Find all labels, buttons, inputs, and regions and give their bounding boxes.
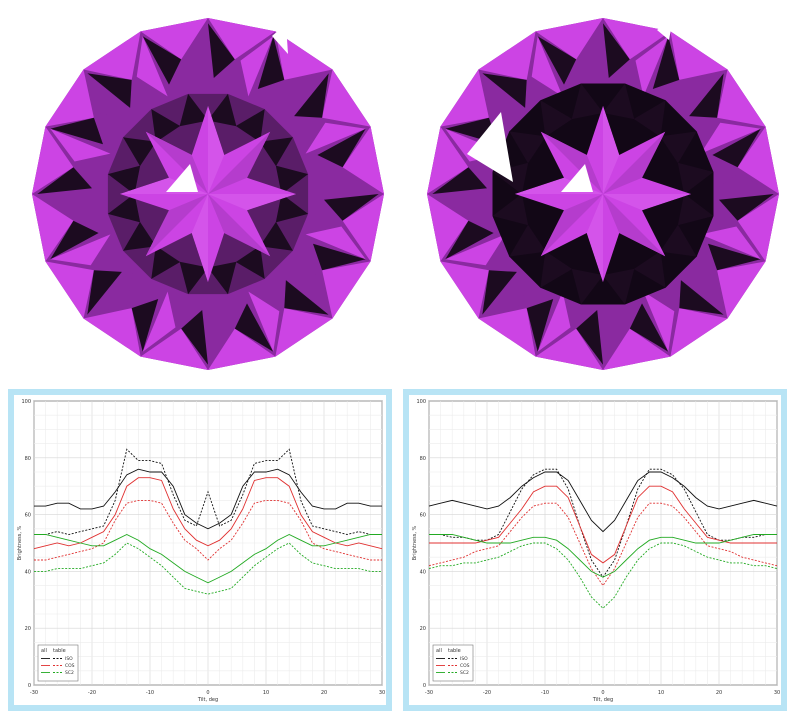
legend-header-all: all [41, 648, 47, 654]
x-tick-label: 30 [774, 690, 780, 696]
series-line-sc2-all [34, 533, 382, 584]
brightness-chart-left: -30 -20 -10 0 10 20 30 0 20 40 60 80 100 Tilt, deg Bri… [8, 389, 392, 711]
y-tick-label: 100 [416, 399, 426, 405]
y-tick-label: 20 [25, 626, 31, 632]
y-tick-label: 0 [28, 683, 31, 689]
x-axis-label: Tilt, deg [592, 697, 613, 703]
legend-header-all: all [436, 648, 442, 654]
x-tick-label: -30 [30, 690, 38, 696]
x-tick-label: 30 [379, 690, 385, 696]
y-tick-label: 100 [21, 399, 31, 405]
series-line-sc2-table [34, 542, 382, 595]
y-axis-label: Brightness, % [412, 525, 418, 560]
x-tick-label: -20 [483, 690, 491, 696]
legend-entry-sc2: SC2 [460, 670, 469, 676]
diamond-render-left-icon [32, 18, 384, 370]
legend-entry-cos: COS [460, 663, 470, 669]
series-line-iso-all [428, 471, 778, 533]
chart-left-plot: -30 -20 -10 0 10 20 30 0 20 40 60 80 100 Tilt, deg Bri… [17, 399, 385, 703]
legend-entry-iso: ISO [460, 656, 468, 662]
brightness-chart-right: -30 -20 -10 0 10 20 30 0 20 40 60 80 100 Tilt, deg Bri… [403, 389, 787, 711]
series-line-iso-table [34, 448, 382, 535]
x-tick-label: -10 [146, 690, 154, 696]
y-tick-label: 20 [420, 626, 426, 632]
series-line-sc2-all [429, 534, 777, 578]
diamond-render-right-icon [427, 18, 779, 370]
x-tick-label: 10 [263, 690, 269, 696]
series-line-cos-table [428, 502, 778, 587]
y-tick-label: 0 [423, 683, 426, 689]
legend-box [432, 644, 474, 682]
x-axis-label: Tilt, deg [197, 697, 218, 703]
x-tick-label: -10 [541, 690, 549, 696]
x-tick-label: 0 [601, 690, 604, 696]
x-tick-label: 20 [321, 690, 327, 696]
legend-box [37, 644, 79, 682]
x-tick-label: -30 [425, 690, 433, 696]
x-tick-label: 20 [716, 690, 722, 696]
y-tick-label: 60 [25, 513, 31, 519]
legend-header-table: table [448, 648, 461, 654]
legend-header-table: table [53, 648, 66, 654]
legend-entry-cos: COS [65, 663, 75, 669]
chart-right-plot: -30 -20 -10 0 10 20 30 0 20 40 60 80 100 Tilt, deg Bri… [412, 399, 780, 703]
x-tick-label: 10 [658, 690, 664, 696]
series-line-cos-all [33, 477, 383, 550]
y-tick-label: 80 [25, 456, 31, 462]
legend-entry-iso: ISO [65, 656, 73, 662]
y-tick-label: 80 [420, 456, 426, 462]
x-tick-label: -20 [88, 690, 96, 696]
series-line-cos-all [429, 485, 777, 564]
y-tick-label: 60 [420, 513, 426, 519]
y-tick-label: 40 [25, 569, 31, 575]
x-tick-label: 0 [206, 690, 209, 696]
legend-entry-sc2: SC2 [65, 670, 74, 676]
y-axis-label: Brightness, % [17, 525, 23, 560]
series-line-cos-table [34, 499, 382, 561]
y-tick-label: 40 [420, 569, 426, 575]
series-line-iso-all [34, 468, 382, 530]
